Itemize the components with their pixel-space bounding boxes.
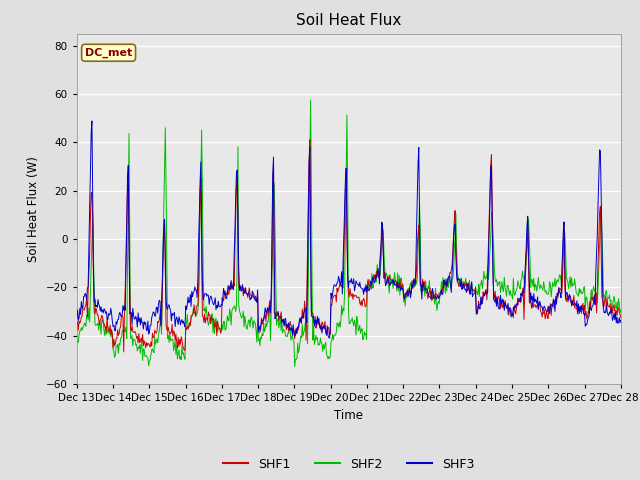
SHF2	[73, 336, 81, 341]
SHF2	[417, 231, 424, 237]
SHF3	[83, 297, 90, 303]
X-axis label: Time: Time	[334, 408, 364, 421]
SHF1	[73, 320, 81, 325]
SHF1	[140, 343, 147, 348]
SHF2	[139, 358, 147, 363]
Text: DC_met: DC_met	[85, 48, 132, 58]
SHF3	[88, 118, 96, 124]
SHF3	[433, 297, 440, 302]
SHF3	[223, 290, 231, 296]
SHF1	[83, 296, 90, 301]
SHF1	[433, 291, 440, 297]
Title: Soil Heat Flux: Soil Heat Flux	[296, 13, 401, 28]
Y-axis label: Soil Heat Flux (W): Soil Heat Flux (W)	[28, 156, 40, 262]
SHF2	[223, 321, 230, 326]
SHF1	[195, 289, 202, 295]
SHF2	[291, 364, 298, 370]
SHF1	[223, 292, 231, 298]
SHF3	[617, 317, 625, 323]
Line: SHF3: SHF3	[77, 121, 621, 338]
SHF3	[73, 314, 81, 320]
Legend: SHF1, SHF2, SHF3: SHF1, SHF2, SHF3	[218, 453, 480, 476]
SHF3	[195, 237, 202, 243]
SHF2	[617, 307, 625, 313]
SHF3	[417, 283, 424, 288]
SHF1	[120, 349, 127, 355]
SHF2	[194, 307, 202, 313]
SHF2	[433, 300, 440, 306]
SHF2	[83, 312, 90, 318]
SHF3	[140, 326, 147, 332]
SHF2	[307, 97, 314, 103]
SHF1	[617, 314, 625, 320]
Line: SHF1: SHF1	[77, 140, 621, 352]
SHF3	[326, 336, 333, 341]
SHF1	[306, 137, 314, 143]
SHF1	[417, 280, 424, 286]
Line: SHF2: SHF2	[77, 100, 621, 367]
